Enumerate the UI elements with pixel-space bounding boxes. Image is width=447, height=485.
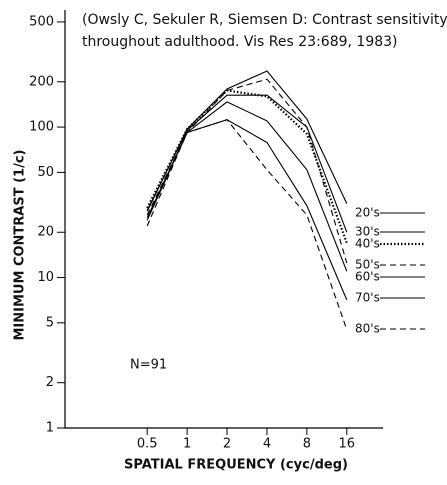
- legend-label: 20's: [355, 206, 380, 220]
- annotation: (Owsly C, Sekuler R, Siemsen D: Contrast…: [82, 12, 447, 28]
- y-tick-label: 1: [46, 421, 54, 436]
- x-axis-label: SPATIAL FREQUENCY (cyc/deg): [124, 458, 348, 473]
- y-tick-label: 20: [37, 225, 54, 240]
- x-tick-label: 0.5: [137, 437, 158, 452]
- y-tick-label: 200: [29, 74, 54, 89]
- x-tick-label: 4: [263, 437, 271, 452]
- series-line: [146, 101, 348, 272]
- y-tick-label: 10: [37, 270, 54, 285]
- y-tick-label: 100: [29, 120, 54, 135]
- series-line: [146, 119, 348, 330]
- legend-label: 60's: [355, 270, 380, 284]
- series-line: [146, 94, 348, 233]
- y-axis-label: MINIMUM CONTRAST (1/c): [13, 150, 28, 341]
- x-tick-label: 8: [303, 437, 311, 452]
- annotation: throughout adulthood. Vis Res 23:689, 19…: [82, 34, 398, 50]
- x-tick-label: 2: [223, 437, 231, 452]
- legend-label: 70's: [355, 291, 380, 305]
- series-line: [146, 119, 348, 301]
- y-tick-label: 5: [46, 315, 54, 330]
- x-tick-label: 1: [183, 437, 191, 452]
- axes: [64, 10, 383, 429]
- y-tick-label: 2: [46, 375, 54, 390]
- legend-label: 50's: [355, 258, 380, 272]
- y-tick-label: 50: [37, 165, 54, 180]
- series-line: [146, 89, 348, 244]
- legend-label: 40's: [355, 237, 380, 251]
- y-tick-label: 500: [29, 14, 54, 29]
- note: N=91: [130, 358, 167, 373]
- legend-label: 80's: [355, 322, 380, 336]
- legend-label: 30's: [355, 225, 380, 239]
- x-tick-label: 16: [339, 437, 356, 452]
- series-line: [146, 78, 348, 264]
- series-line: [146, 70, 348, 212]
